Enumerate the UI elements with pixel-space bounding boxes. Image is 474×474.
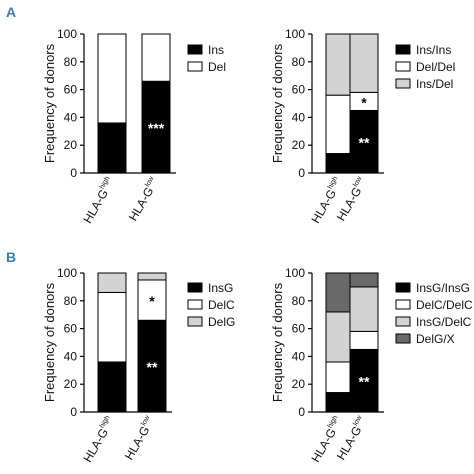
- legend-swatch: [395, 316, 411, 327]
- legend-swatch: [187, 282, 203, 293]
- legend-swatch: [395, 282, 411, 293]
- legend-label: InsG/DelC: [416, 315, 472, 329]
- y-tick-label: 60: [292, 83, 306, 97]
- y-tick-label: 0: [298, 405, 305, 419]
- y-tick-label: 20: [292, 377, 306, 391]
- y-tick-label: 100: [57, 266, 77, 280]
- y-tick-label: 40: [64, 110, 78, 124]
- y-tick-label: 40: [64, 349, 78, 363]
- y-tick-label: 60: [64, 83, 78, 97]
- legend-label: DelC/DelC: [416, 298, 473, 312]
- significance-marker: **: [359, 135, 370, 151]
- bar-segment-delc: [97, 291, 127, 363]
- y-tick-label: 40: [292, 110, 306, 124]
- legend-swatch: [395, 78, 411, 89]
- legend-label: Ins: [208, 43, 224, 57]
- x-tick-label: HLA-Glow: [126, 175, 162, 224]
- y-axis-label: Frequency of donors: [42, 43, 57, 163]
- y-tick-label: 0: [298, 166, 305, 180]
- bar-segment-delg: [97, 272, 127, 293]
- legend-swatch: [187, 44, 203, 55]
- y-tick-label: 100: [285, 27, 305, 41]
- x-tick-label: HLA-Ghigh: [81, 414, 118, 464]
- bar-segment-delg: [137, 272, 167, 281]
- legend-label: DelC: [208, 298, 235, 312]
- y-tick-label: 20: [64, 138, 78, 152]
- legend-label: Del: [208, 60, 226, 74]
- y-tick-label: 0: [70, 405, 77, 419]
- bar-segment-insg: [137, 319, 167, 413]
- x-tick-label: HLA-Ghigh: [81, 175, 118, 225]
- bar-segment-del: [141, 33, 171, 82]
- y-tick-label: 20: [292, 138, 306, 152]
- legend-label: Ins/Del: [416, 77, 453, 91]
- bar-segment-delc-delc: [349, 330, 379, 350]
- bar-segment-insg-delc: [349, 286, 379, 332]
- significance-marker: **: [359, 374, 370, 390]
- x-tick-label: HLA-Glow: [122, 414, 158, 463]
- bar-segment-delg-x: [325, 272, 355, 313]
- y-tick-label: 60: [64, 322, 78, 336]
- y-tick-label: 40: [292, 349, 306, 363]
- legend-label: DelG: [208, 315, 235, 329]
- x-tick-label: HLA-Glow: [334, 175, 370, 224]
- y-axis-label: Frequency of donors: [270, 43, 285, 163]
- legend-label: DelG/X: [416, 332, 455, 346]
- legend-label: InsG/InsG: [416, 281, 470, 295]
- bar-segment-ins: [97, 122, 127, 174]
- significance-marker: **: [147, 359, 158, 375]
- legend-label: Ins/Ins: [416, 43, 451, 57]
- legend-swatch: [395, 299, 411, 310]
- y-tick-label: 100: [57, 27, 77, 41]
- panel-letter-b: B: [6, 249, 16, 265]
- legend-swatch: [395, 44, 411, 55]
- bar-segment-del: [97, 33, 127, 124]
- y-axis-label: Frequency of donors: [270, 282, 285, 402]
- y-tick-label: 0: [70, 166, 77, 180]
- y-tick-label: 20: [64, 377, 78, 391]
- y-tick-label: 80: [292, 294, 306, 308]
- legend-swatch: [187, 316, 203, 327]
- y-tick-label: 60: [292, 322, 306, 336]
- significance-marker: ***: [148, 120, 165, 136]
- y-axis-label: Frequency of donors: [42, 282, 57, 402]
- legend-label: InsG: [208, 281, 233, 295]
- legend-swatch: [187, 61, 203, 72]
- legend-swatch: [395, 333, 411, 344]
- y-tick-label: 80: [64, 55, 78, 69]
- y-tick-label: 80: [292, 55, 306, 69]
- panel-letter-a: A: [6, 4, 16, 20]
- bar-segment-del-del: [325, 94, 355, 155]
- bar-segment-insg-delc: [325, 311, 355, 363]
- bar-segment-ins: [141, 80, 171, 174]
- legend-swatch: [187, 299, 203, 310]
- significance-marker: *: [361, 94, 367, 110]
- x-tick-label: HLA-Glow: [334, 414, 370, 463]
- bar-segment-ins-ins: [349, 109, 379, 174]
- y-tick-label: 100: [285, 266, 305, 280]
- significance-marker: *: [149, 293, 155, 309]
- bar-segment-ins-del: [349, 33, 379, 93]
- bar-segment-delg-x: [349, 272, 379, 288]
- bar-segment-insg-insg: [349, 348, 379, 413]
- bar-segment-insg: [97, 361, 127, 413]
- legend-swatch: [395, 61, 411, 72]
- bar-segment-delc-delc: [325, 361, 355, 394]
- legend-label: Del/Del: [416, 60, 455, 74]
- bar-segment-ins-del: [325, 33, 355, 96]
- y-tick-label: 80: [64, 294, 78, 308]
